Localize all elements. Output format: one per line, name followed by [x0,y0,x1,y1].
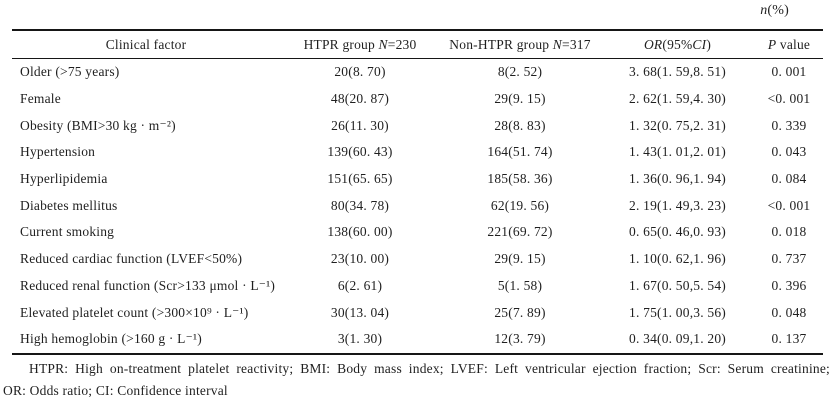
factor-cell: Diabetes mellitus [20,197,118,213]
non-htpr-value-cell: 164(51. 74) [487,144,553,160]
footnote-line-2: OR: Odds ratio; CI: Confidence interval [3,382,228,398]
htpr-header-count: =230 [387,36,417,52]
htpr-value-cell: 138(60. 00) [327,224,393,240]
non-htpr-value-cell: 29(9. 15) [494,251,546,267]
col-header-p-value: P value [755,30,823,59]
or-header-ci: CI [692,36,707,52]
non-htpr-value-cell: 185(58. 36) [487,171,553,187]
table-row: Diabetes mellitus 80(34. 78) 62(19. 56) 2. … [12,192,823,219]
table-body: Older (>75 years) 20(8. 70) 8(2. 52) 3. 68(… [12,59,823,354]
or-ci-cell: 1. 67(0. 50,5. 54) [629,277,726,293]
non-htpr-header-text: Non-HTPR group [449,36,553,52]
table-row: Reduced cardiac function (LVEF<50%) 23(10… [12,246,823,273]
htpr-header-text: HTPR group [303,36,379,52]
factor-cell: Hyperlipidemia [20,171,108,187]
or-ci-cell: 1. 32(0. 75,2. 31) [629,117,726,133]
factor-cell: High hemoglobin (>160 g · L⁻¹) [20,331,202,347]
p-value-cell: 0. 396 [771,277,807,293]
htpr-value-cell: 23(10. 00) [330,251,390,267]
htpr-value-cell: 26(11. 30) [331,117,389,133]
htpr-value-cell: 139(60. 43) [327,144,393,160]
p-value-cell: 0. 001 [771,64,807,80]
p-value-cell: 0. 018 [771,224,807,240]
non-htpr-header-count: =317 [562,36,591,52]
htpr-value-cell: 6(2. 61) [337,277,383,293]
table-row: Older (>75 years) 20(8. 70) 8(2. 52) 3. 68(… [12,59,823,86]
non-htpr-value-cell: 29(9. 15) [494,91,546,107]
col-header-or-ci: OR(95%CI) [600,30,755,59]
or-ci-cell: 1. 36(0. 96,1. 94) [629,171,726,187]
factor-cell: Reduced renal function (Scr>133 μmol · L… [20,277,276,293]
htpr-value-cell: 151(65. 65) [327,171,393,187]
col-header-clinical-factor: Clinical factor [12,30,280,59]
non-htpr-value-cell: 28(8. 83) [494,117,546,133]
p-value-cell: <0. 001 [767,197,811,213]
table-header: Clinical factor HTPR group N=230 Non-HTP… [12,30,823,59]
non-htpr-value-cell: 62(19. 56) [490,197,550,213]
or-ci-cell: 1. 10(0. 62,1. 96) [629,251,726,267]
htpr-value-cell: 48(20. 87) [330,91,390,107]
p-header-value: value [776,36,811,52]
footnote-line-1: HTPR: High on-treatment platelet reactiv… [29,361,830,376]
p-value-cell: 0. 737 [771,251,807,267]
unit-label-percent: (%) [767,3,789,18]
p-header-p: P [767,36,777,52]
table-row: Hyperlipidemia 151(65. 65) 185(58. 36) 1. 3… [12,166,823,193]
factor-cell: Older (>75 years) [20,64,120,80]
htpr-header-n: N [378,36,388,52]
p-value-cell: 0. 048 [771,304,807,320]
col-header-non-htpr-group: Non-HTPR group N=317 [440,30,600,59]
p-value-cell: 0. 084 [771,171,807,187]
htpr-value-cell: 20(8. 70) [334,64,386,80]
factor-cell: Obesity (BMI>30 kg · m⁻²) [20,117,176,133]
or-ci-cell: 1. 75(1. 00,3. 56) [629,304,726,320]
non-htpr-value-cell: 5(1. 58) [497,277,543,293]
or-header-close: ) [706,36,712,52]
table-row: Hypertension 139(60. 43) 164(51. 74) 1. 43(… [12,139,823,166]
non-htpr-value-cell: 12(3. 79) [494,331,546,347]
htpr-value-cell: 3(1. 30) [337,331,383,347]
p-value-cell: 0. 339 [771,117,807,133]
table-row: Elevated platelet count (>300×10⁹ · L⁻¹)… [12,299,823,326]
p-value-cell: 0. 137 [771,331,807,347]
factor-cell: Reduced cardiac function (LVEF<50%) [20,251,243,267]
table-row: Current smoking 138(60. 00) 221(69. 72) 0. … [12,219,823,246]
header-row: Clinical factor HTPR group N=230 Non-HTP… [12,30,823,59]
or-ci-cell: 2. 19(1. 49,3. 23) [629,197,726,213]
col-header-htpr-group: HTPR group N=230 [280,30,440,59]
table-row: Obesity (BMI>30 kg · m⁻²) 26(11. 30) 28(8.… [12,112,823,139]
unit-label-n: n [760,3,768,18]
non-htpr-value-cell: 221(69. 72) [487,224,553,240]
or-ci-cell: 3. 68(1. 59,8. 51) [629,64,726,80]
factor-cell: Female [20,91,61,107]
htpr-value-cell: 80(34. 78) [330,197,390,213]
or-ci-cell: 0. 34(0. 09,1. 20) [629,331,726,347]
p-value-cell: 0. 043 [771,144,807,160]
clinical-factors-table: Clinical factor HTPR group N=230 Non-HTP… [12,29,823,355]
factor-cell: Current smoking [20,224,115,240]
or-header-mid: (95% [662,36,693,52]
table-row: Female 48(20. 87) 29(9. 15) 2. 62(1. 59,4. … [12,86,823,113]
non-htpr-value-cell: 8(2. 52) [497,64,543,80]
or-ci-cell: 2. 62(1. 59,4. 30) [629,91,726,107]
htpr-value-cell: 30(13. 04) [330,304,390,320]
non-htpr-header-n: N [552,36,563,52]
abbreviations-footnote: HTPR: High on-treatment platelet reactiv… [3,358,830,401]
table-row: Reduced renal function (Scr>133 μmol · L… [12,273,823,300]
factor-cell: Hypertension [20,144,96,160]
unit-label-n-percent: n(%) [760,3,789,19]
table-row: High hemoglobin (>160 g · L⁻¹) 3(1. 30) 12… [12,326,823,354]
or-ci-cell: 1. 43(1. 01,2. 01) [629,144,726,160]
p-value-cell: <0. 001 [767,91,811,107]
or-header-or: OR [643,36,663,52]
or-ci-cell: 0. 65(0. 46,0. 93) [629,224,726,240]
factor-cell: Elevated platelet count (>300×10⁹ · L⁻¹) [20,304,249,320]
non-htpr-value-cell: 25(7. 89) [494,304,546,320]
